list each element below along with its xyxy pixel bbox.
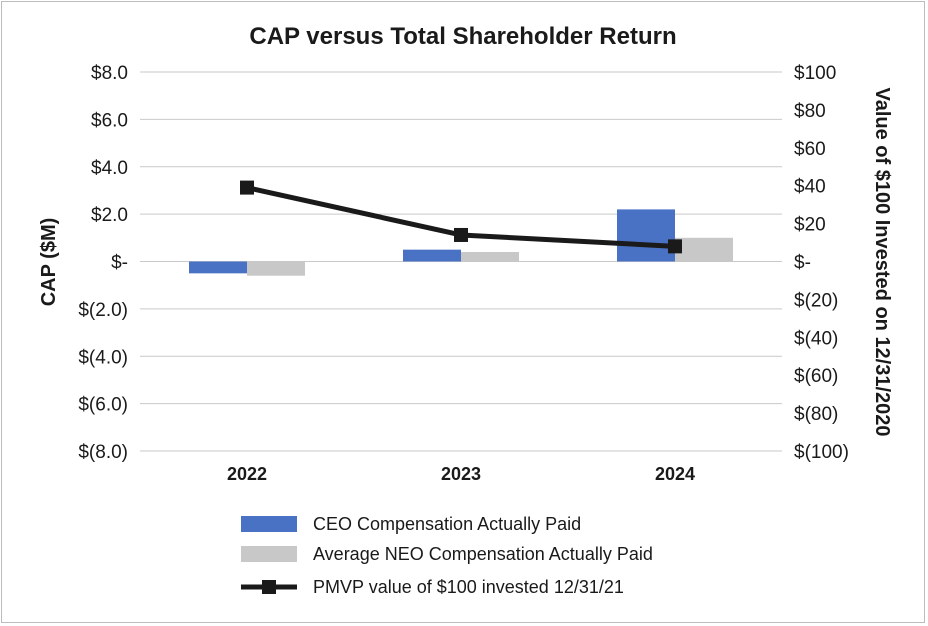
bar-ceo-2023 [403,249,461,262]
left-axis-ticks: $8.0 $6.0 $4.0 $2.0 $- $(2.0) $(4.0) $(6.0) $(8.… [78,63,128,463]
y2-tick-label: $80 [794,101,826,122]
y2-tick-label: $- [794,253,811,274]
category-labels: 2022 2023 2024 [227,464,695,484]
legend-label-1: Average NEO Compensation Actually Paid [313,544,653,564]
category-label-2024: 2024 [655,464,695,484]
bar-neo-2022 [247,261,305,276]
category-label-2022: 2022 [227,464,267,484]
tsr-line [240,180,682,254]
y2-tick-label: $60 [794,139,826,160]
y-tick-label: $2.0 [91,205,128,226]
y-tick-label: $(2.0) [78,300,128,321]
bar-ceo-2022 [189,261,247,274]
bar-neo-2023 [461,252,519,262]
legend-swatch-1 [241,546,297,562]
tsr-point-2023 [454,227,468,242]
y-tick-label: $6.0 [91,110,128,131]
right-axis-ticks: $100 $80 $60 $40 $20 $- $(20) $(40) $(60) $(80) $(… [794,63,849,463]
y-tick-label: $(8.0) [78,442,128,463]
y2-tick-label: $(80) [794,404,838,425]
left-axis-title: CAP ($M) [38,218,60,307]
legend-swatch-0 [241,516,297,532]
legend: CEO Compensation Actually Paid Average NE… [241,514,653,597]
y2-tick-label: $(20) [794,290,838,311]
y-tick-label: $(4.0) [78,347,128,368]
y2-tick-label: $(40) [794,328,838,349]
tsr-point-2024 [668,239,682,254]
y2-tick-label: $(100) [794,442,849,463]
y2-tick-label: $(60) [794,366,838,387]
legend-label-0: CEO Compensation Actually Paid [313,514,581,534]
y2-tick-label: $100 [794,63,836,84]
bars [189,209,733,276]
chart-title: CAP versus Total Shareholder Return [249,23,676,50]
y-tick-label: $- [111,253,128,274]
y2-tick-label: $40 [794,177,826,198]
y-tick-label: $8.0 [91,63,128,84]
bar-neo-2024 [675,237,733,262]
category-label-2023: 2023 [441,464,481,484]
y-tick-label: $4.0 [91,158,128,179]
legend-marker [262,580,276,594]
y-tick-label: $(6.0) [78,395,128,416]
legend-label-2: PMVP value of $100 invested 12/31/21 [313,577,624,597]
right-axis-title: Value of $100 Invested on 12/31/2020 [871,87,893,436]
bar-ceo-2024 [617,209,675,262]
y2-tick-label: $20 [794,215,826,236]
tsr-point-2022 [240,180,254,195]
